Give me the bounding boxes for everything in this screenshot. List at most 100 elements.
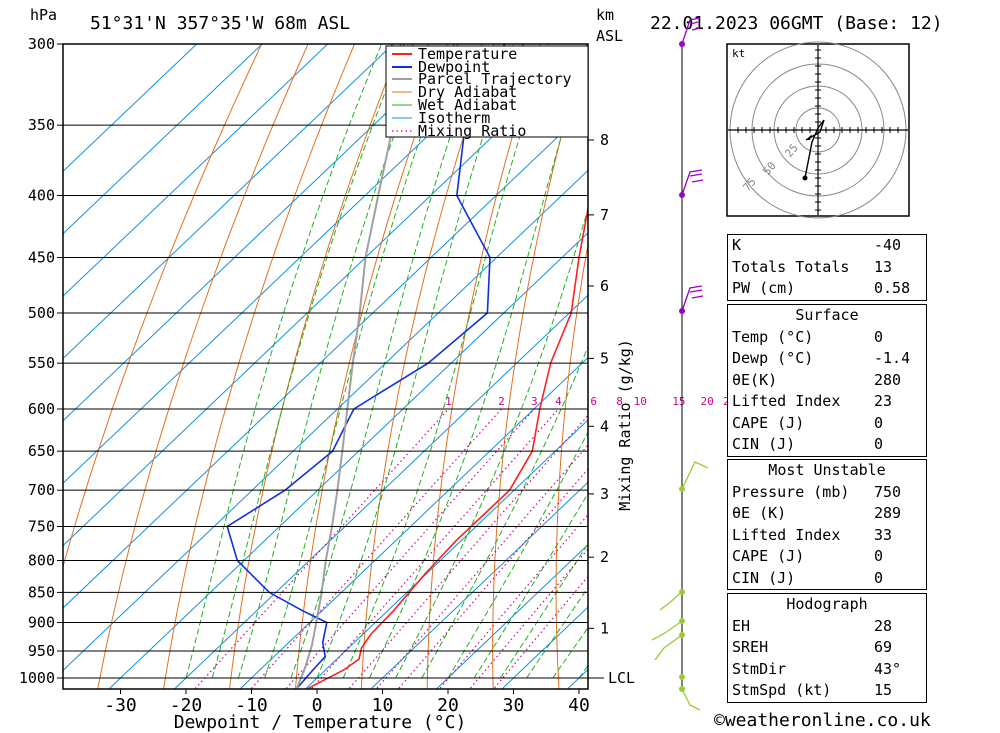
- wet-adiabat-line: [526, 586, 588, 679]
- hodo-row-sreh: SREH 69: [732, 638, 893, 656]
- wet-adiabat-line: [237, 44, 429, 679]
- temperature-tick-label: -10: [235, 695, 268, 716]
- temperature-tick-label: 0: [312, 695, 323, 716]
- pressure-tick-label: 400: [28, 186, 55, 204]
- pressure-tick-label: 750: [28, 518, 55, 536]
- isotherm-line: [304, 419, 588, 689]
- pressure-tick-label: 1000: [19, 669, 55, 687]
- hodo-row-stmdir: StmDir 43°: [732, 659, 902, 678]
- mixing-ratio-label: 6: [590, 395, 597, 408]
- pressure-axis: 300 350 400 450 500 550 600 650 700 750 800 850 900 9…: [19, 35, 63, 687]
- mixing-ratio-label: 2: [498, 395, 505, 408]
- km-axis: 1 2 3 4 5 6 7 8 LCL: [588, 131, 635, 687]
- mixing-ratio-axis-label: Mixing Ratio (g/kg): [616, 339, 634, 511]
- km-tick-label: 8: [600, 131, 609, 149]
- hodograph-trace: [804, 119, 825, 179]
- temperature-tick-label: 30: [503, 695, 525, 716]
- wind-barb: [691, 295, 704, 299]
- legend-dry-adiabat: Dry Adiabat: [418, 83, 517, 101]
- legend-parcel: Parcel Trajectory: [418, 70, 572, 88]
- dry-adiabat-line: [950, 8, 1000, 709]
- mixing-ratio-label: 20: [701, 395, 714, 408]
- isotherm-line: [370, 481, 588, 689]
- pressure-tick-label: 300: [28, 35, 55, 53]
- wet-adiabat-line: [290, 44, 483, 679]
- wind-barb: [689, 289, 703, 293]
- km-tick-label: 6: [600, 277, 609, 295]
- wind-barb: [681, 688, 701, 711]
- mixing-ratio-line: [284, 408, 535, 689]
- km-unit-label: km: [596, 6, 614, 24]
- wet-adiabat-line: [447, 431, 588, 679]
- surface-panel: Surface Temp (°C) 0 Dewp (°C) -1.4 θE(K) 28…: [727, 304, 927, 457]
- surface-row-theta-e: θE(K) 280: [732, 370, 902, 389]
- surface-row-temp: Temp (°C) 0: [732, 327, 884, 346]
- hodograph-end-dot: [802, 175, 808, 181]
- hodo-row-stmspd: StmSpd (kt) 15: [732, 681, 893, 699]
- legend-mixing-ratio: Mixing Ratio: [418, 122, 526, 140]
- x-axis-label: Dewpoint / Temperature (°C): [174, 712, 467, 733]
- dry-adiabat-line: [294, 44, 448, 689]
- km-tick-label: 3: [600, 485, 609, 503]
- location-label: 51°31'N 357°35'W 68m ASL: [90, 13, 350, 34]
- km-tick-label: 7: [600, 206, 609, 224]
- isotherm-line: [63, 44, 460, 422]
- isotherm-line: [63, 44, 329, 297]
- isotherm-line: [108, 232, 588, 689]
- mixing-ratio-label: 4: [555, 395, 562, 408]
- dry-adiabat-line: [229, 44, 402, 689]
- temperature-tick-label: 10: [372, 695, 394, 716]
- pressure-tick-label: 600: [28, 400, 55, 418]
- temperature-tick-label: -20: [170, 695, 203, 716]
- temperature-axis: -30 -20 -10 0 10 20 30 40: [104, 689, 590, 716]
- wind-barb: [691, 27, 701, 31]
- wet-adiabat-line: [395, 207, 588, 679]
- km-tick-label: 2: [600, 548, 609, 566]
- legend-wet-adiabat: Wet Adiabat: [418, 96, 517, 114]
- dewpoint-profile: [226, 44, 506, 689]
- temperature-tick-label: -30: [104, 695, 137, 716]
- pressure-tick-label: 950: [28, 642, 55, 660]
- temperature-tick-label: 40: [568, 695, 590, 716]
- pressure-tick-label: 850: [28, 583, 55, 601]
- surface-row-cape: CAPE (J) 0: [732, 413, 884, 432]
- surface-row-lifted-index: Lifted Index 23: [732, 392, 893, 410]
- mu-row-pressure: Pressure (mb) 750: [732, 482, 902, 501]
- legend-dewpoint: Dewpoint: [418, 58, 490, 76]
- mixing-ratio-labels: 12346810152025: [445, 395, 736, 408]
- isotherm-line: [63, 44, 198, 173]
- surface-row-dewp: Dewp (°C) -1.4: [732, 349, 911, 367]
- wind-barb: [689, 21, 699, 25]
- wind-barb: [681, 461, 709, 490]
- dry-adiabat-line: [492, 44, 588, 689]
- mixing-ratio-line: [194, 408, 449, 689]
- surface-row-cin: CIN (J) 0: [732, 435, 884, 453]
- plot-frame: [62, 43, 589, 690]
- pressure-tick-label: 800: [28, 551, 55, 569]
- mixing-ratio-line: [468, 548, 588, 689]
- pressure-tick-label: 500: [28, 304, 55, 322]
- dry-adiabat-line: [63, 44, 263, 569]
- datetime-label: 22.01.2023 06GMT (Base: 12): [650, 13, 943, 34]
- lcl-label: LCL: [608, 669, 635, 687]
- surface-title: Surface: [795, 306, 859, 324]
- indices-panel: K -40 Totals Totals 13 PW (cm) 0.58: [727, 234, 927, 301]
- wind-barb: [654, 634, 683, 661]
- asl-unit-label: ASL: [596, 27, 623, 45]
- isotherm-line: [63, 44, 394, 360]
- mixing-ratio-line: [375, 444, 588, 689]
- copyright-footer[interactable]: ©weatheronline.co.uk: [714, 710, 931, 731]
- pressure-tick-label: 650: [28, 442, 55, 460]
- pressure-tick-label: 450: [28, 249, 55, 267]
- hodograph-unit: kt: [732, 47, 745, 60]
- dry-adiabat-line: [555, 241, 588, 689]
- wind-barb: [681, 285, 703, 312]
- wind-barb: [681, 17, 701, 45]
- hpa-unit-label: hPa: [30, 6, 57, 24]
- legend-isotherm: Isotherm: [418, 109, 490, 127]
- mixing-ratio-line: [438, 513, 588, 689]
- index-row-k: K -40: [732, 236, 902, 254]
- hodo-row-eh: EH 28: [732, 616, 893, 635]
- pressure-tick-label: 700: [28, 481, 55, 499]
- wind-barb: [681, 169, 703, 196]
